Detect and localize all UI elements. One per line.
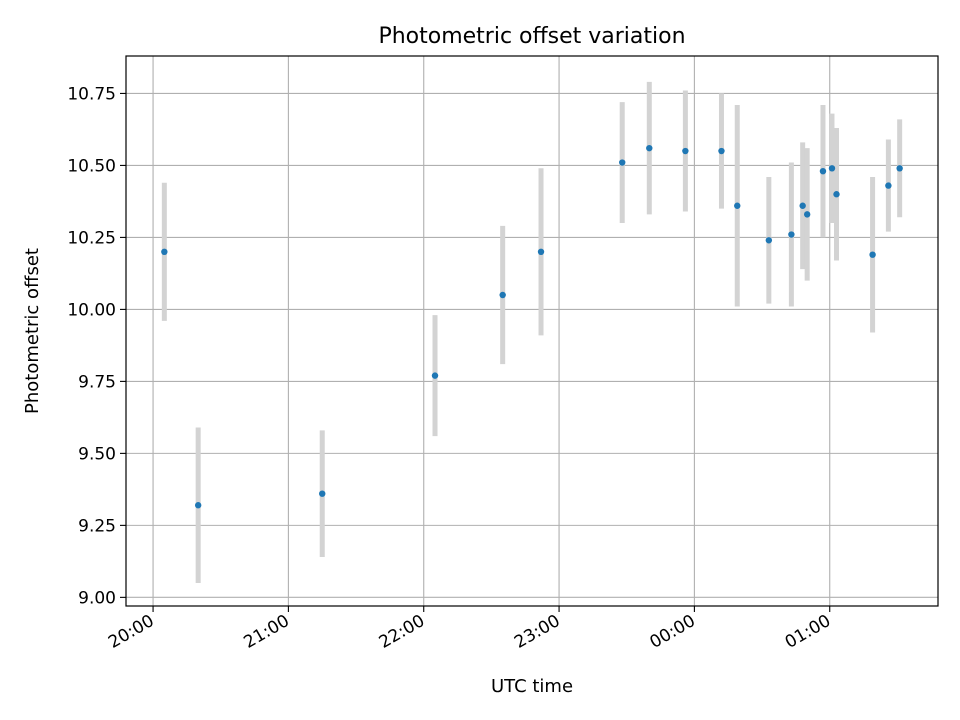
data-point [833, 191, 840, 198]
data-point [319, 490, 326, 497]
data-point [718, 147, 725, 155]
y-tick-label: 9.50 [78, 444, 116, 464]
data-point [646, 144, 653, 152]
data-point [619, 159, 626, 166]
y-axis-label: Photometric offset [22, 248, 43, 414]
y-tick-label: 10.00 [67, 300, 116, 320]
data-point [765, 237, 773, 244]
y-tick-label: 9.25 [78, 516, 116, 536]
data-point [734, 202, 741, 209]
data-point [431, 372, 439, 379]
data-point [869, 251, 876, 258]
y-tick-label: 10.25 [67, 228, 116, 248]
data-point [194, 502, 202, 509]
data-point [499, 291, 506, 299]
data-point [799, 202, 806, 209]
data-point [885, 182, 892, 189]
y-tick-label: 10.75 [67, 84, 116, 104]
y-tick-label: 9.75 [78, 372, 116, 392]
data-point [682, 147, 689, 155]
data-point [819, 167, 827, 175]
data-point [896, 165, 903, 172]
grid-lines [126, 56, 938, 606]
chart-title: Photometric offset variation [378, 24, 685, 49]
data-point [537, 248, 545, 256]
y-tick-label: 9.00 [78, 588, 116, 608]
data-point [788, 231, 795, 238]
data-point [803, 211, 811, 218]
plot-area-frame [125, 55, 939, 607]
data-point [161, 248, 168, 256]
x-axis-label: UTC time [491, 676, 573, 697]
data-points [161, 144, 903, 509]
y-tick-label: 10.50 [67, 156, 116, 176]
y-axis-ticks: 9.00 9.25 9.50 9.75 10.00 10.25 10.50 10.75 [67, 84, 126, 608]
data-point [828, 165, 836, 172]
